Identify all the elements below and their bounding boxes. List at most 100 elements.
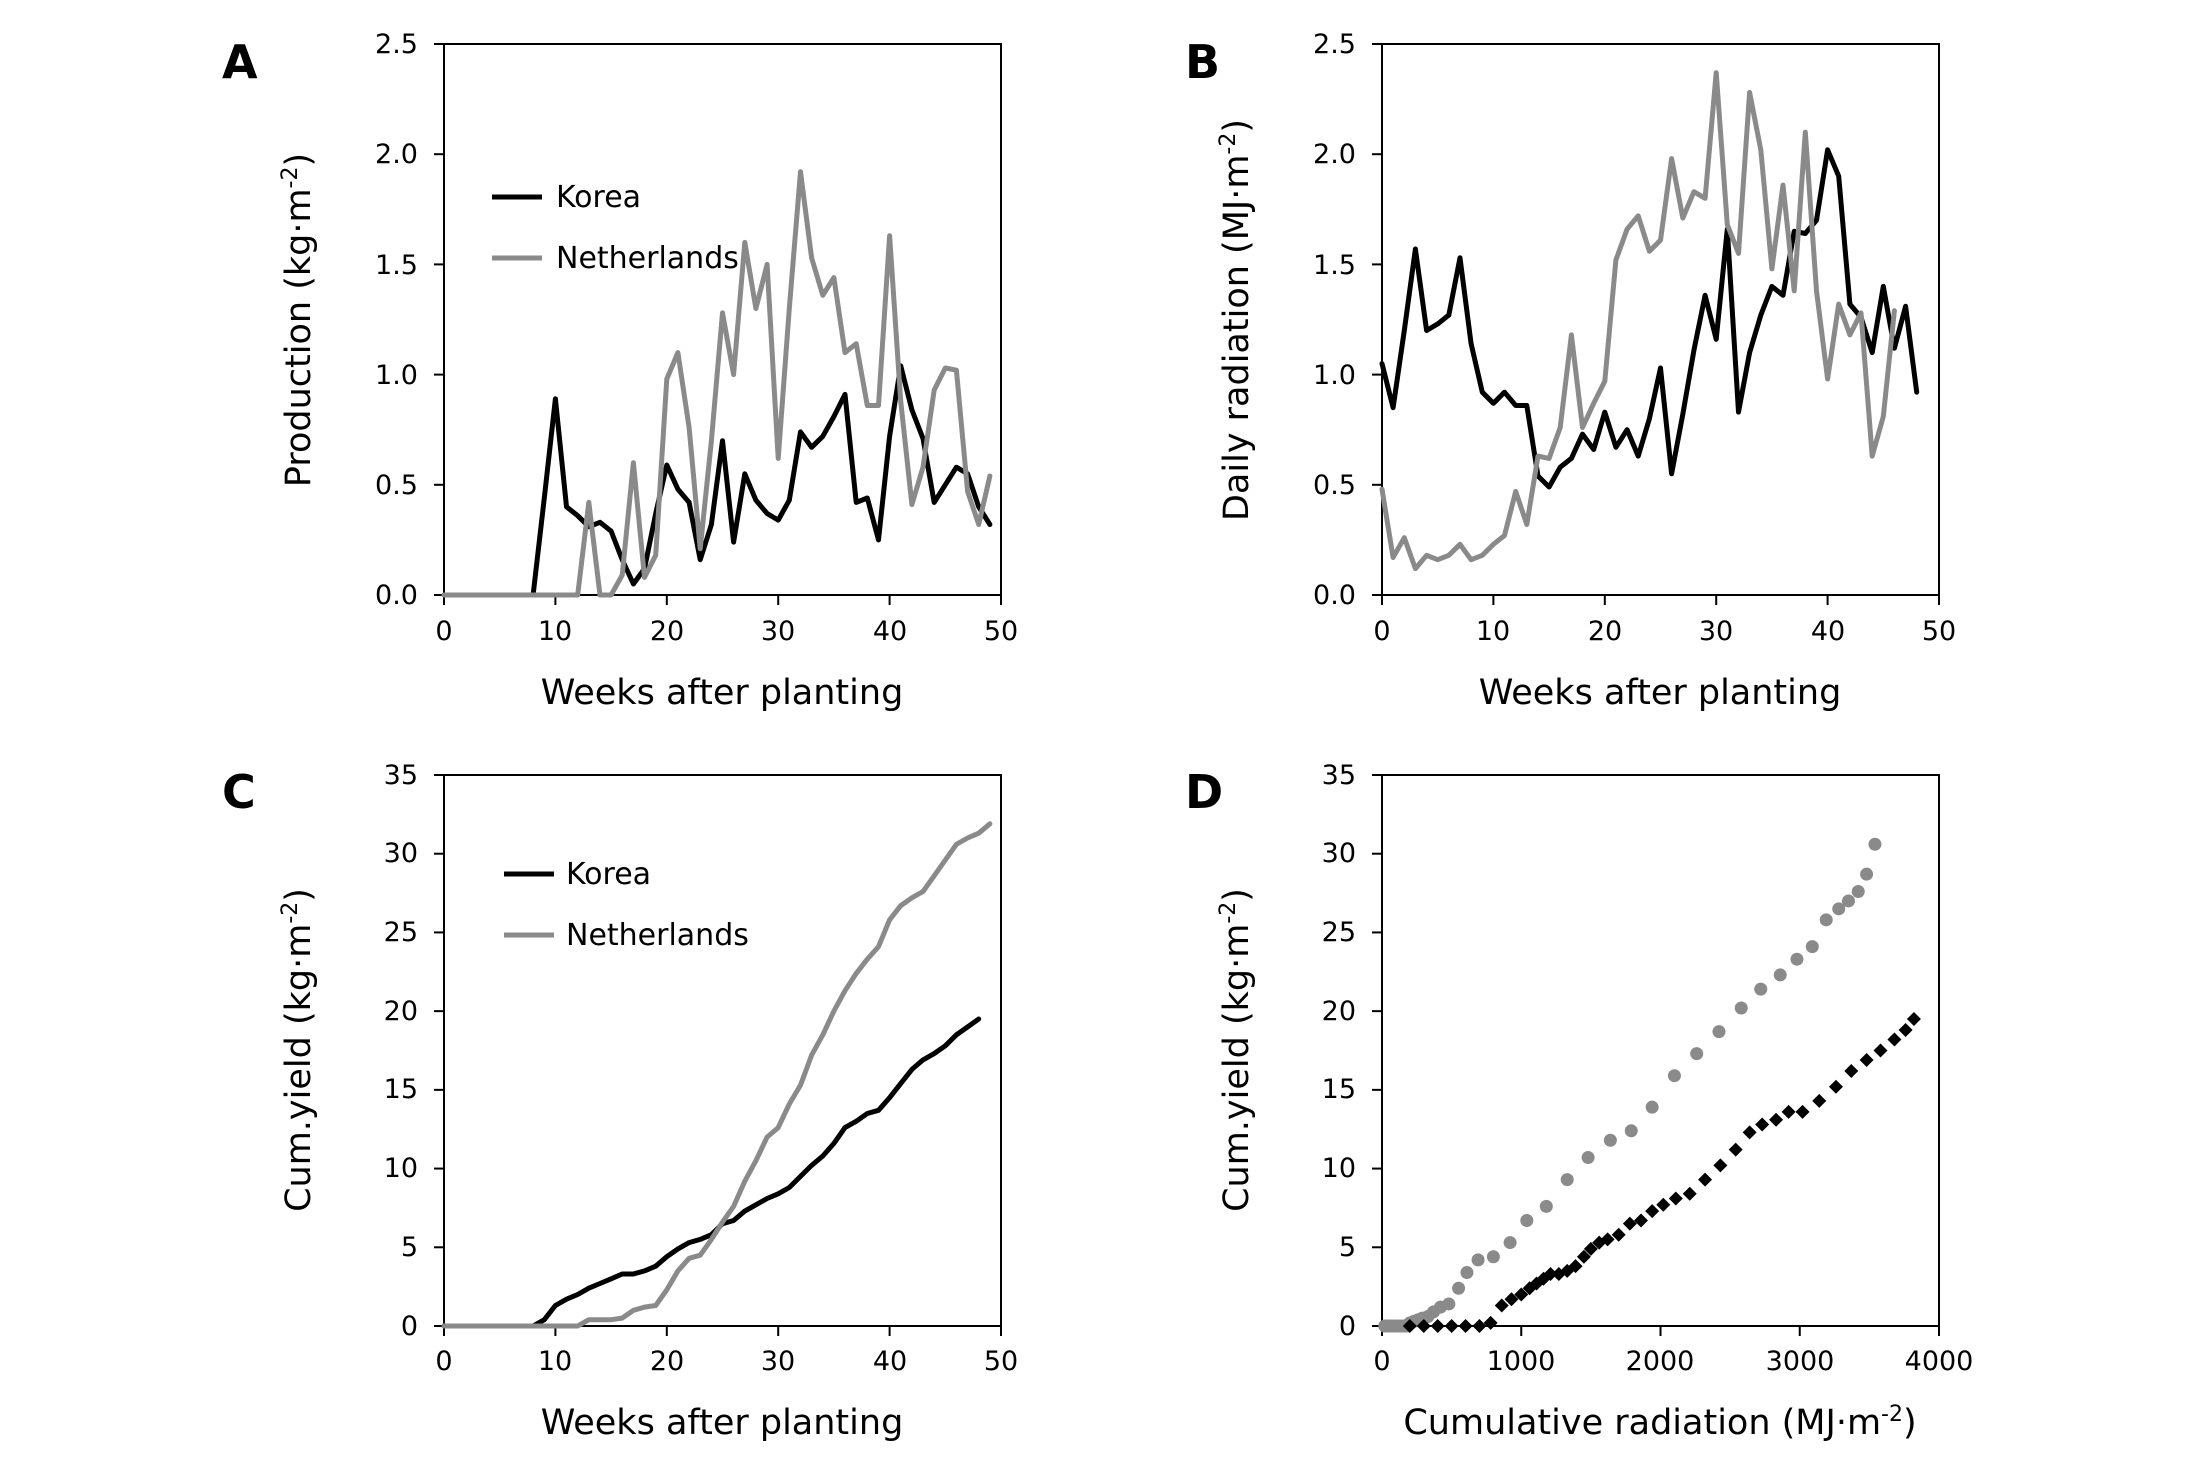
panel-b: B 0.0 0.5 1.0 1.5 2.0 2.5 0 10 20 30 40 …	[1185, 29, 1956, 713]
panel-c-ytick-label: 15	[384, 1074, 418, 1105]
panel-c-xtick-label: 0	[435, 1346, 452, 1377]
panel-d-point-netherlands	[1645, 1100, 1659, 1114]
panel-b-xtick-label: 20	[1588, 616, 1622, 647]
panel-d-point-netherlands	[1581, 1151, 1595, 1165]
panel-a-y-axis-label: Production (kg·m-2)	[278, 153, 319, 487]
panel-d-point-korea	[1568, 1259, 1583, 1274]
panel-b-ytick-label: 0.0	[1313, 580, 1356, 611]
panel-c-ytick-label: 10	[384, 1153, 418, 1184]
panel-d-point-korea	[1795, 1104, 1810, 1119]
panel-d-point-korea	[1514, 1287, 1529, 1302]
panel-c-series-line-korea	[441, 1016, 982, 1329]
panel-c-xtick-label: 10	[538, 1346, 572, 1377]
panel-c-letter: C	[222, 765, 256, 819]
panel-b-ytick-label: 1.0	[1313, 360, 1356, 391]
panel-d-point-korea	[1828, 1079, 1843, 1094]
panel-a-legend-label-netherlands: Netherlands	[556, 241, 739, 276]
panel-d-point-korea	[1472, 1319, 1487, 1333]
panel-d-point-netherlands	[1624, 1124, 1638, 1138]
panel-d-point-korea	[1898, 1023, 1913, 1038]
panel-a-y-tick-labels: 0.0 0.5 1.0 1.5 2.0 2.5	[375, 29, 418, 611]
panel-c-xtick-label: 20	[650, 1346, 684, 1377]
panel-c-ytick-label: 0	[401, 1311, 418, 1342]
panel-d-point-korea	[1698, 1172, 1713, 1187]
panel-d-point-netherlands	[1486, 1250, 1500, 1264]
panel-c-x-tick-labels: 0 10 20 30 40 50	[435, 1346, 1018, 1377]
panel-a-ytick-label: 1.0	[375, 360, 418, 391]
panel-c-x-axis-label: Weeks after planting	[541, 1403, 904, 1443]
panel-d-xtick-label: 2000	[1626, 1346, 1695, 1377]
panel-b-plot-frame	[1381, 43, 1940, 596]
panel-d-point-netherlands	[1471, 1253, 1485, 1267]
panel-d-point-korea	[1859, 1052, 1874, 1067]
panel-b-xtick-label: 40	[1811, 616, 1845, 647]
panel-a-xtick-label: 30	[761, 616, 795, 647]
panel-d-point-netherlands	[1841, 894, 1855, 908]
panel-b-letter: B	[1185, 35, 1220, 89]
panel-d-point-korea	[1416, 1319, 1431, 1333]
panel-d-point-netherlands	[1539, 1199, 1553, 1213]
panel-d-point-korea	[1906, 1012, 1921, 1027]
panel-b-ytick-label: 2.5	[1313, 29, 1356, 60]
panel-d-xtick-label: 4000	[1905, 1346, 1974, 1377]
panel-d: D 0 5 10 15 20 25 30 35 0 1000 2000 3000…	[1185, 760, 1973, 1443]
panel-b-xtick-label: 0	[1373, 616, 1390, 647]
panel-d-plot-frame	[1381, 774, 1940, 1327]
panel-d-point-korea	[1812, 1093, 1827, 1108]
panel-d-point-korea	[1742, 1125, 1757, 1140]
panel-d-point-korea	[1430, 1319, 1445, 1333]
panel-d-point-netherlands	[1452, 1281, 1466, 1295]
panel-b-ytick-label: 0.5	[1313, 470, 1356, 501]
panel-d-ytick-label: 10	[1322, 1153, 1356, 1184]
panel-c-ytick-label: 20	[384, 996, 418, 1027]
panel-d-x-tick-labels: 0 1000 2000 3000 4000	[1373, 1346, 1973, 1377]
panel-b-xtick-label: 30	[1699, 616, 1733, 647]
panel-d-point-korea	[1402, 1319, 1417, 1333]
panel-d-xtick-label: 1000	[1487, 1346, 1556, 1377]
panel-d-ytick-label: 25	[1322, 917, 1356, 948]
panel-d-point-korea	[1713, 1158, 1728, 1173]
panel-d-x-axis-label: Cumulative radiation (MJ·m-2)	[1403, 1402, 1916, 1443]
panel-d-point-korea	[1611, 1227, 1626, 1242]
panel-b-xtick-label: 50	[1922, 616, 1956, 647]
panel-d-point-korea	[1494, 1298, 1509, 1313]
panel-d-point-netherlands	[1667, 1069, 1681, 1083]
panel-c-plot-frame	[443, 774, 1002, 1327]
panel-d-point-korea	[1543, 1267, 1558, 1282]
panel-d-ytick-label: 20	[1322, 996, 1356, 1027]
panel-c: C 0 5 10 15 20 25 30 35 0 10 20 30 40 50…	[222, 760, 1018, 1443]
panel-d-point-netherlands	[1442, 1297, 1456, 1311]
panel-d-point-korea	[1645, 1204, 1660, 1219]
panel-d-point-korea	[1483, 1315, 1498, 1330]
panel-d-point-netherlands	[1754, 982, 1768, 996]
panel-c-xtick-label: 30	[761, 1346, 795, 1377]
panel-a-ytick-label: 0.0	[375, 580, 418, 611]
panel-b-xtick-label: 10	[1476, 616, 1510, 647]
panel-d-point-korea	[1576, 1249, 1591, 1264]
panel-a-series-group	[434, 43, 1002, 605]
panel-d-point-netherlands	[1603, 1133, 1617, 1147]
panel-d-point-korea	[1887, 1032, 1902, 1047]
panel-d-point-netherlands	[1860, 867, 1874, 881]
panel-d-point-netherlands	[1560, 1173, 1574, 1187]
panel-c-xtick-label: 50	[984, 1346, 1018, 1377]
panel-c-ytick-label: 35	[384, 760, 418, 791]
panel-d-point-korea	[1583, 1241, 1598, 1256]
panel-d-ytick-label: 35	[1322, 760, 1356, 791]
panel-d-ytick-label: 30	[1322, 838, 1356, 869]
panel-c-xtick-label: 40	[873, 1346, 907, 1377]
panel-a: A 0.0 0.5 1.0 1.5 2.0 2.5 0 10 20 30 40 …	[222, 29, 1018, 713]
panel-d-ytick-label: 0	[1339, 1311, 1356, 1342]
panel-a-ytick-label: 2.5	[375, 29, 418, 60]
panel-c-y-axis-label: Cum.yield (kg·m-2)	[278, 888, 319, 1212]
panel-d-point-korea	[1728, 1142, 1743, 1157]
panel-d-point-korea	[1769, 1112, 1784, 1127]
panel-d-point-netherlands	[1773, 968, 1787, 982]
panel-a-letter: A	[222, 35, 258, 89]
panel-d-point-netherlands	[1503, 1236, 1517, 1250]
panel-d-letter: D	[1185, 765, 1223, 819]
panel-d-point-netherlands	[1712, 1025, 1726, 1039]
panel-a-ytick-label: 0.5	[375, 470, 418, 501]
panel-a-x-axis-label: Weeks after planting	[541, 673, 904, 713]
panel-d-xtick-label: 3000	[1766, 1346, 1835, 1377]
